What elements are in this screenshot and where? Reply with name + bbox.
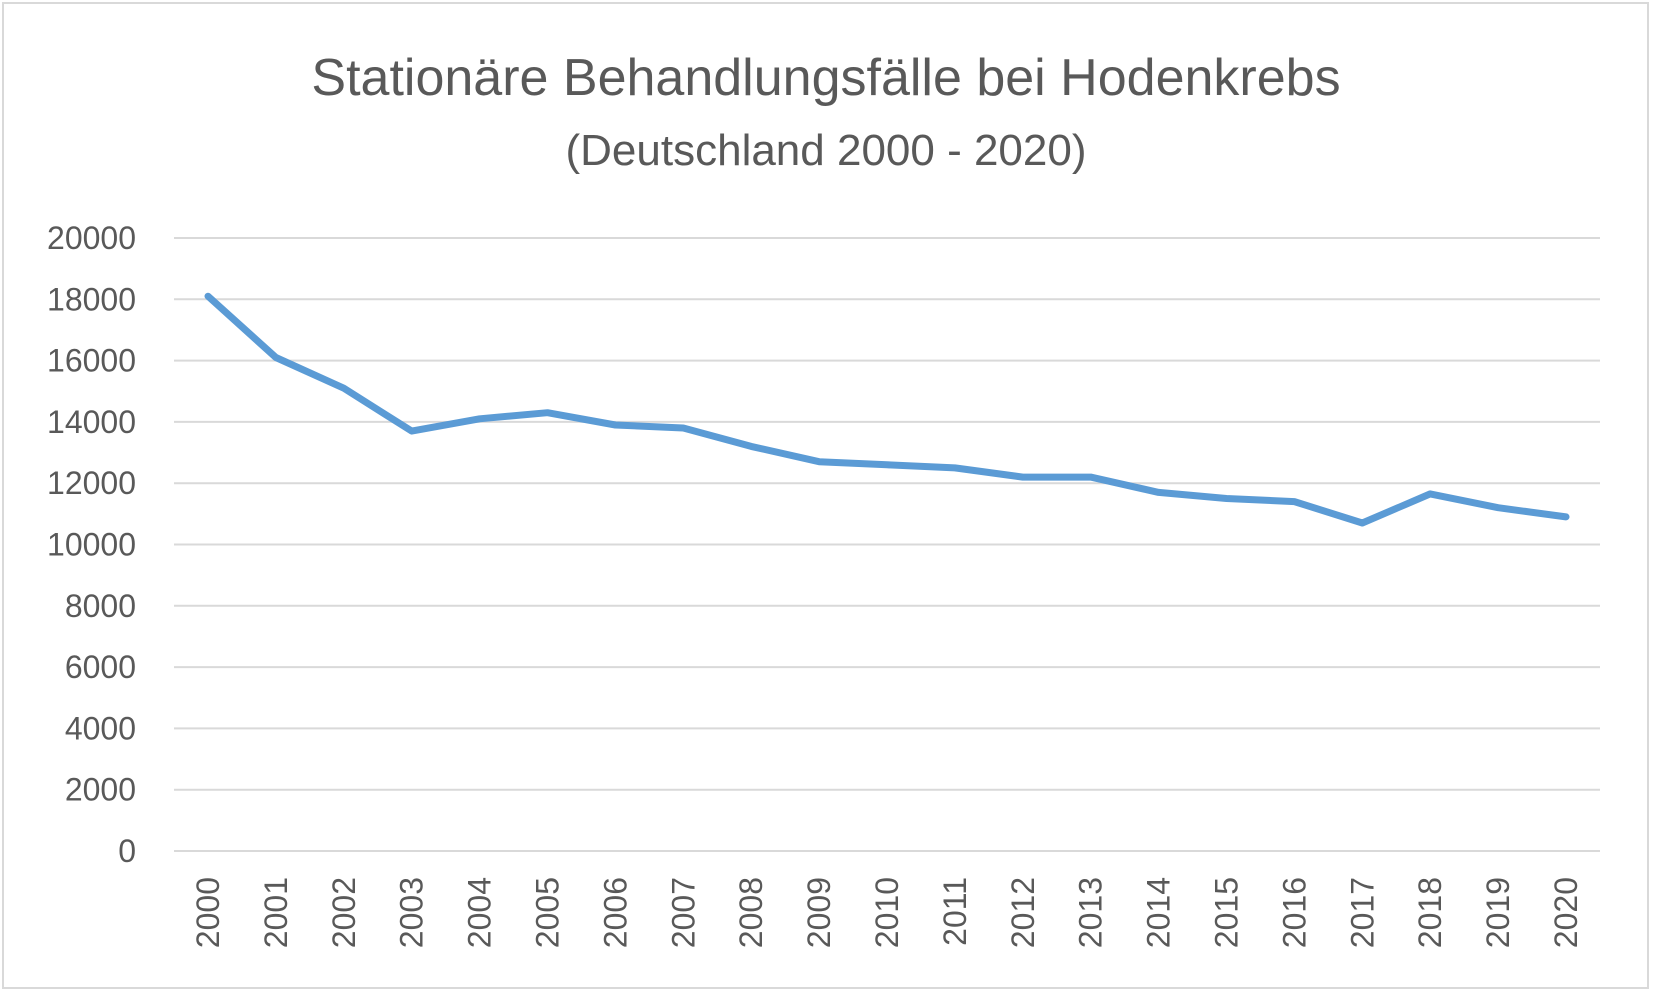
- x-tick-label: 2003: [394, 877, 430, 948]
- x-tick-label: 2004: [462, 877, 498, 948]
- x-tick-label: 2005: [529, 877, 565, 948]
- x-tick-label: 2006: [597, 877, 633, 948]
- y-tick-label: 4000: [65, 710, 136, 746]
- series-line: [204, 292, 1570, 527]
- y-tick-label: 8000: [65, 588, 136, 624]
- y-tick-label: 2000: [65, 772, 136, 808]
- x-tick-label: 2018: [1412, 877, 1448, 948]
- x-tick-label: 2010: [869, 877, 905, 948]
- x-tick-label: 2020: [1548, 877, 1584, 948]
- y-tick-label: 12000: [47, 465, 136, 501]
- y-tick-label: 6000: [65, 649, 136, 685]
- y-tick-label: 10000: [47, 527, 136, 563]
- x-tick-label: 2001: [258, 877, 294, 948]
- x-tick-label: 2011: [937, 877, 973, 946]
- x-tick-label: 2013: [1073, 877, 1109, 948]
- x-tick-label: 2017: [1344, 877, 1380, 948]
- x-tick-label: 2009: [801, 877, 837, 948]
- x-axis-ticks: 2000 2001 2002 2003 2004 2005 2006 2007 2008 2009…: [190, 877, 1584, 948]
- x-tick-label: 2000: [190, 877, 226, 948]
- y-tick-label: 16000: [47, 343, 136, 379]
- x-tick-label: 2019: [1480, 877, 1516, 948]
- chart-subtitle: (Deutschland 2000 - 2020): [566, 126, 1087, 175]
- x-tick-label: 2007: [665, 877, 701, 948]
- chart-title: Stationäre Behandlungsfälle bei Hodenkre…: [311, 49, 1340, 107]
- gridlines: [174, 237, 1600, 852]
- x-tick-label: 2016: [1276, 877, 1312, 948]
- y-tick-label: 14000: [47, 404, 136, 440]
- x-tick-label: 2012: [1005, 877, 1041, 948]
- y-tick-label: 20000: [47, 220, 136, 256]
- x-tick-label: 2002: [326, 877, 362, 948]
- series-layer: [204, 292, 1570, 527]
- y-axis-ticks: 0 2000 4000 6000 8000 10000 12000 14000 16000 180…: [47, 220, 136, 869]
- x-tick-label: 2008: [733, 877, 769, 948]
- x-tick-label: 2015: [1209, 877, 1245, 948]
- x-tick-label: 2014: [1141, 877, 1177, 948]
- y-tick-label: 18000: [47, 281, 136, 317]
- y-tick-label: 0: [118, 833, 136, 869]
